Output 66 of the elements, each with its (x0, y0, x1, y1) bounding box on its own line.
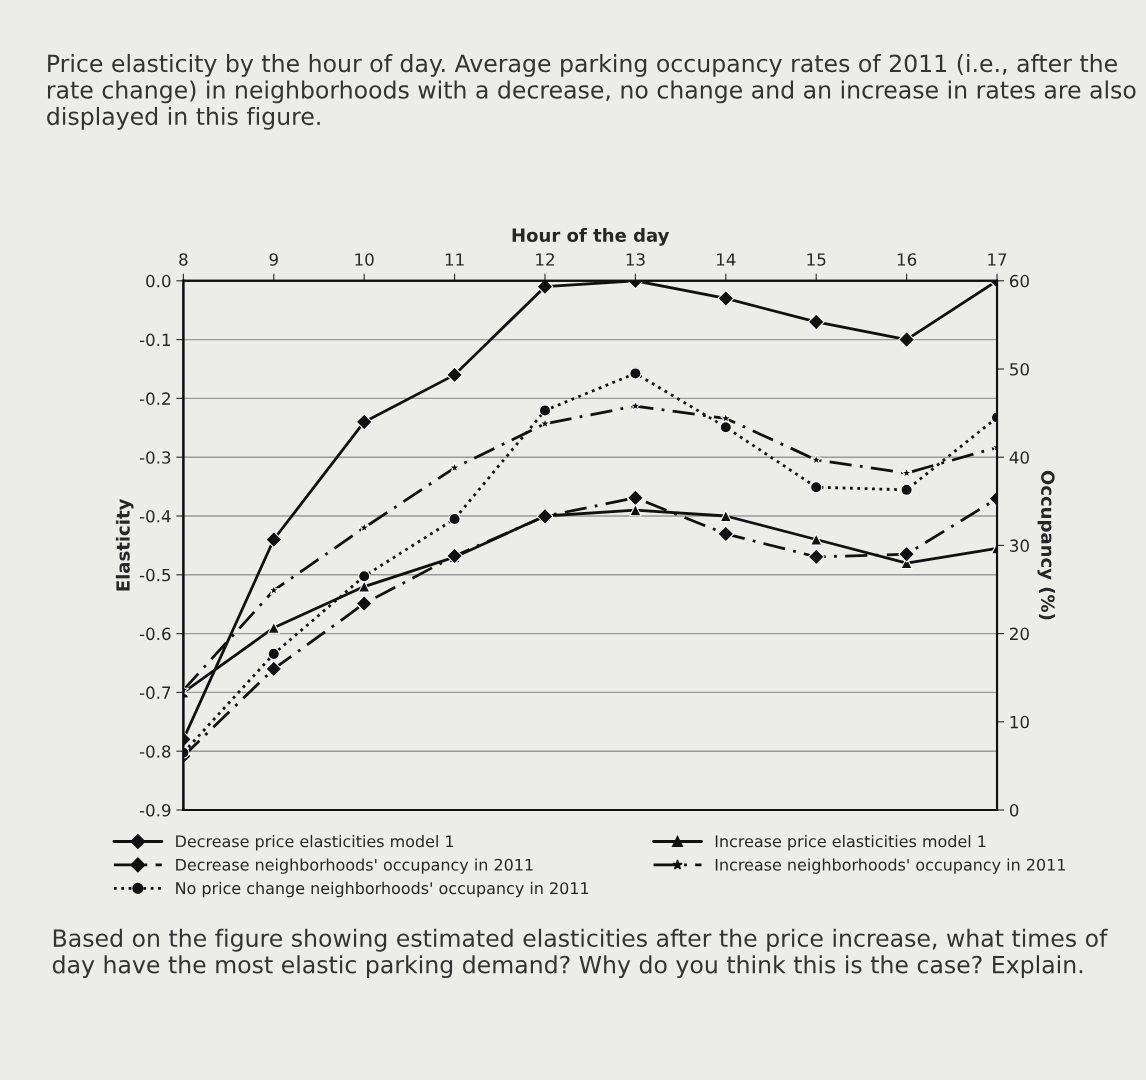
legend-label: Increase price elasticities model 1 (715, 834, 986, 851)
y-tick-label: -0.3 (139, 451, 171, 464)
y-tick-label: -0.9 (139, 803, 171, 817)
text: Based on the figure showing estimated elasticities after the price increase, what times of day have the most elastic parking demand? Why do you think this is the case? Explain. (52, 928, 1108, 979)
y-tick-label: -0.1 (139, 333, 171, 347)
point (717, 525, 735, 543)
point (267, 621, 280, 634)
point (810, 481, 823, 494)
y-tick-label: -0.5 (139, 568, 171, 582)
y2-tick-label: 60 (1009, 274, 1029, 288)
x-tick-label: 16 (897, 253, 917, 266)
x-tick-label: 10 (355, 253, 374, 266)
point (629, 399, 642, 412)
y2-tick-label: 10 (1010, 715, 1029, 729)
point (807, 548, 825, 566)
point (898, 331, 915, 348)
x-tick-label: 9 (269, 253, 278, 266)
point (717, 290, 735, 307)
y2-axis-title: Occupancy (%) (1037, 470, 1056, 620)
y2-tick-label: 50 (1010, 362, 1029, 376)
y-tick-label: 0.0 (146, 274, 171, 288)
point (358, 570, 371, 583)
legend-label: No price change neighborhoods' occupancy in 2011 (176, 881, 589, 898)
y-tick-label: -0.4 (139, 509, 171, 523)
x-tick-label: 13 (626, 253, 645, 266)
legend-label: Decrease neighborhoods' occupancy in 2011 (176, 858, 533, 874)
point (265, 660, 283, 678)
y-tick-label: -0.8 (139, 745, 171, 758)
y2-tick-label: 40 (1009, 451, 1029, 464)
legend-label: Decrease price elasticities model 1 (176, 834, 454, 851)
x-tick-label: 14 (717, 253, 736, 266)
point (898, 545, 915, 563)
y2-tick-label: 20 (1010, 627, 1029, 641)
point (807, 313, 825, 331)
legend-label: Increase neighborhoods' occupancy in 2011 (715, 858, 1065, 874)
y2-tick-label: 0 (1009, 803, 1019, 817)
y2-tick-label: 30 (1010, 539, 1029, 552)
point (536, 280, 554, 296)
point (265, 531, 283, 548)
x-tick-label: 11 (445, 253, 464, 266)
y-tick-label: -0.2 (139, 392, 170, 405)
point (538, 404, 552, 417)
y-tick-label: -0.6 (139, 627, 171, 641)
x-tick-label: 17 (988, 253, 1007, 266)
point (448, 461, 461, 473)
point (810, 453, 823, 465)
point (900, 467, 913, 479)
x-tick-label: 15 (807, 253, 826, 266)
point (355, 413, 373, 431)
point (448, 512, 461, 526)
x-tick-label: 12 (536, 253, 554, 266)
point (629, 367, 642, 380)
point (900, 483, 913, 496)
y-axis-title: Elasticity (115, 498, 134, 591)
chart-title: Price elasticity by the hour of day. Average parking occupancy rates of 2011 (i.e., after the rate change) in neighborhoods with a decrease, no change and an increase in rates are also displayed in this figure. (47, 54, 1136, 130)
point (719, 509, 732, 523)
point (719, 421, 732, 434)
point (355, 595, 373, 612)
y-tick-label: -0.7 (139, 686, 171, 699)
point (539, 417, 551, 429)
point (810, 533, 823, 546)
point (267, 647, 280, 660)
point (627, 489, 644, 507)
point (446, 366, 463, 384)
x-axis-title: Hour of the day (512, 228, 670, 246)
x-tick-label: 8 (179, 253, 188, 266)
